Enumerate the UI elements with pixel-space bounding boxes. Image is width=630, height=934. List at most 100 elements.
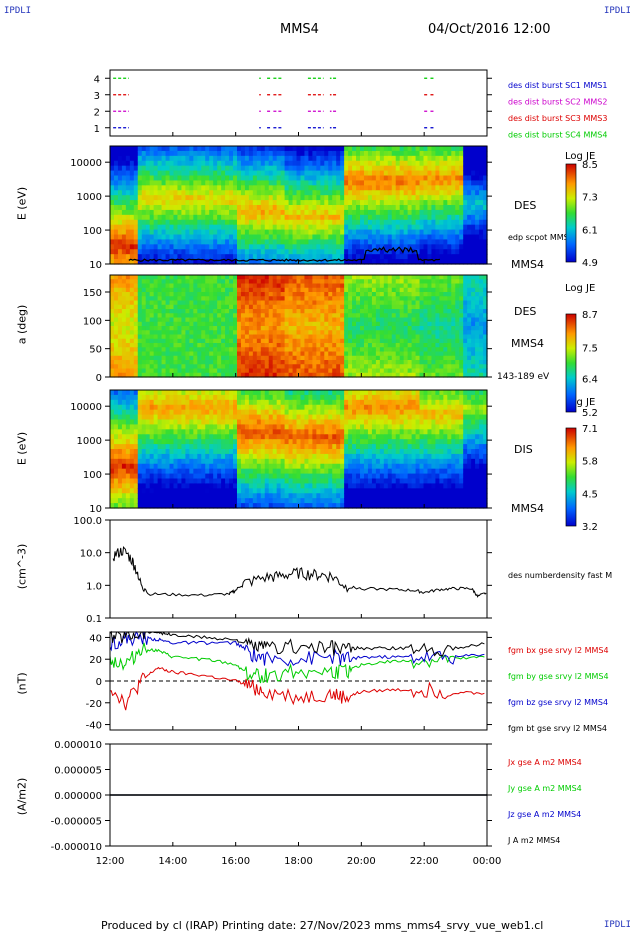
spectrogram-cell-des [244, 150, 250, 157]
spectrogram-cell-pad [431, 347, 437, 353]
spectrogram-cell-des [475, 170, 480, 177]
spectrogram-cell-pad [153, 360, 159, 365]
spectrogram-cell-des [217, 224, 222, 231]
spectrogram-cell-des [240, 229, 246, 236]
spectrogram-cell-pad [288, 313, 294, 319]
spectrogram-cell-dis [177, 419, 183, 426]
spectrogram-cell-des [181, 219, 186, 226]
spectrogram-cell-pad [125, 338, 131, 344]
spectrogram-cell-pad [225, 351, 230, 357]
spectrogram-cell-des [137, 229, 143, 236]
spectrogram-cell-des [129, 146, 135, 152]
spectrogram-cell-pad [193, 360, 198, 365]
spectrogram-cell-des [173, 219, 179, 226]
spectrogram-cell-des [209, 175, 214, 182]
spectrogram-cell-pad [280, 287, 286, 293]
spectrogram-cell-des [165, 244, 171, 250]
spectrogram-cell-des [324, 249, 329, 255]
spectrogram-cell-pad [276, 275, 282, 280]
spectrogram-cell-pad [213, 330, 218, 336]
spectrogram-cell-dis [161, 439, 167, 445]
spectrogram-cell-pad [145, 355, 151, 361]
spectrogram-cell-pad [419, 292, 425, 297]
spectrogram-cell-dis [145, 424, 151, 430]
spectrogram-cell-des [236, 249, 242, 255]
spectrogram-cell-pad [117, 338, 123, 344]
spectrogram-cell-pad [133, 300, 139, 306]
spectrogram-cell-pad [169, 347, 175, 353]
spectrogram-cell-pad [375, 317, 381, 323]
spectrogram-cell-des [161, 180, 167, 186]
spectrogram-cell-des [387, 219, 393, 226]
spectrogram-cell-pad [336, 355, 341, 361]
spectrogram-cell-pad [280, 279, 286, 285]
spectrogram-cell-pad [332, 351, 337, 357]
spectrogram-cell-pad [197, 338, 202, 344]
spectrogram-cell-pad [256, 368, 262, 374]
spectrogram-cell-dis [137, 463, 143, 470]
spectrogram-cell-des [236, 234, 242, 241]
spectrogram-cell-des [145, 205, 151, 211]
spectrogram-cell-pad [360, 283, 365, 289]
spectrogram-cell-des [205, 175, 210, 182]
spectrogram-cell-pad [244, 275, 250, 280]
spectrogram-cell-des [169, 195, 175, 201]
spectrogram-cell-des [451, 180, 456, 186]
spectrogram-cell-des [363, 160, 369, 167]
spectrogram-cell-des [217, 209, 222, 216]
spectrogram-cell-pad [415, 309, 421, 314]
spectrogram-cell-pad [125, 283, 131, 289]
spectrogram-cell-pad [125, 296, 131, 302]
spectrogram-cell-dis [125, 463, 131, 470]
spectrogram-cell-pad [260, 309, 266, 314]
spectrogram-cell-pad [165, 279, 171, 285]
spectrogram-cell-pad [272, 296, 278, 302]
spectrogram-cell-des [391, 170, 397, 177]
spectrogram-cell-pad [260, 296, 266, 302]
spectrogram-cell-pad [225, 287, 230, 293]
spectrogram-cell-des [439, 175, 444, 182]
spectrogram-cell-pad [399, 296, 405, 302]
spectrogram-cell-pad [201, 309, 206, 314]
spectrogram-cell-des [471, 195, 476, 201]
spectrogram-cell-pad [217, 326, 222, 331]
spectrogram-cell-des [316, 160, 321, 167]
spectrogram-cell-pad [280, 300, 286, 306]
spectrogram-cell-des [411, 209, 417, 216]
spectrogram-cell-dis [165, 409, 171, 416]
spectrogram-cell-pad [423, 372, 429, 378]
spectrogram-cell-des [447, 249, 452, 255]
spectrogram-cell-pad [320, 355, 325, 361]
spectrogram-cell-des [459, 244, 464, 250]
spectrogram-cell-des [447, 219, 452, 226]
spectrogram-cell-pad [217, 355, 222, 361]
spectrogram-cell-des [395, 254, 401, 260]
spectrogram-cell-pad [121, 287, 127, 293]
spectrogram-cell-dis [110, 503, 115, 509]
spectrogram-cell-pad [189, 309, 194, 314]
spectrogram-cell-pad [371, 283, 377, 289]
spectrogram-cell-pad [153, 351, 159, 357]
spectrogram-cell-pad [205, 287, 210, 293]
spectrogram-cell-pad [455, 330, 460, 336]
spectrogram-cell-pad [236, 326, 242, 331]
spectrogram-cell-des [141, 170, 147, 177]
spectrogram-cell-des [125, 249, 131, 255]
spectrogram-cell-des [447, 214, 452, 221]
spectrogram-cell-pad [185, 321, 190, 327]
spectrogram-cell-pad [173, 372, 179, 378]
spectrogram-cell-des [244, 229, 250, 236]
spectrogram-cell-des [467, 165, 472, 172]
spectrogram-cell-pad [244, 330, 250, 336]
spectrogram-cell-des [435, 234, 440, 241]
spectrogram-cell-pad [209, 292, 214, 297]
spectrogram-cell-pad [268, 355, 274, 361]
spectrogram-cell-pad [304, 360, 310, 365]
spectrogram-cell-pad [197, 355, 202, 361]
spectrogram-cell-des [332, 180, 337, 186]
spectrogram-cell-pad [391, 372, 397, 378]
spectrogram-cell-des [391, 219, 397, 226]
spectrogram-cell-des [471, 259, 476, 265]
spectrogram-cell-dis [165, 473, 171, 480]
spectrogram-cell-des [483, 146, 488, 152]
